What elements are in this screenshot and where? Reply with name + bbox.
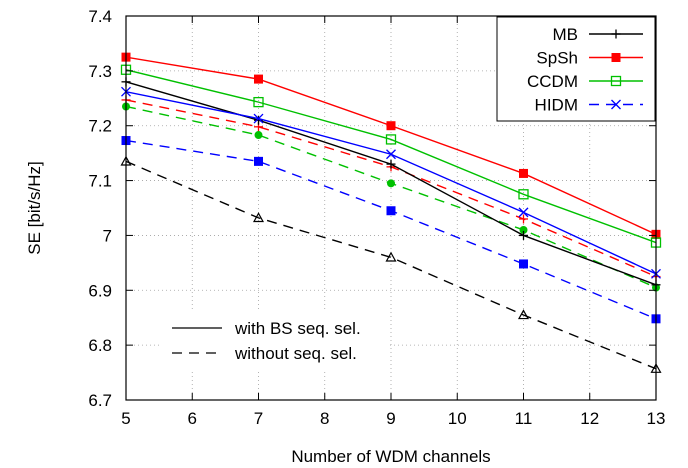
- filled-square-marker: [254, 74, 263, 84]
- plus-marker: [254, 115, 263, 125]
- filled-square-marker: [519, 259, 528, 269]
- legend-entries: MB SpSh CCDM HIDM: [527, 25, 643, 115]
- y-tick-label: 6.9: [88, 281, 112, 300]
- plus-marker: [386, 159, 396, 169]
- legend: MB SpSh CCDM HIDM: [496, 16, 656, 122]
- y-tick-label: 7: [103, 226, 112, 245]
- x-axis-label: Number of WDM channels: [291, 447, 490, 466]
- plus-marker: [611, 29, 621, 39]
- y-tick-label: 7.4: [88, 7, 112, 26]
- x-tick-label: 12: [580, 409, 599, 428]
- filled-circle-marker: [254, 131, 263, 140]
- legend-entry-spsh: SpSh: [536, 49, 643, 68]
- filled-square-marker: [254, 156, 263, 166]
- open-triangle-marker: [517, 309, 530, 320]
- legend-entry-hidm: HIDM: [535, 96, 643, 115]
- filled-square-marker: [386, 206, 396, 216]
- filled-circle-marker: [387, 179, 395, 188]
- plus-marker: [519, 230, 528, 240]
- x-marker: [386, 149, 396, 160]
- legend-entry-ccdm: CCDM: [527, 72, 643, 91]
- legend-label: MB: [553, 25, 579, 44]
- style-legend-dashed-label: without seq. sel.: [234, 344, 357, 363]
- open-triangle-marker: [252, 212, 265, 223]
- legend-entry-mb: MB: [553, 25, 643, 44]
- x-tick-label: 11: [515, 409, 533, 428]
- filled-square-marker: [386, 121, 396, 131]
- filled-square-marker: [519, 168, 528, 178]
- x-marker: [253, 113, 264, 124]
- open-square-marker: [385, 134, 397, 145]
- marker-stroke: [253, 113, 264, 124]
- x-tick-label: 9: [386, 409, 395, 428]
- plus-marker: [519, 214, 528, 224]
- series-line: [125, 69, 657, 244]
- filled-square-marker: [611, 53, 621, 62]
- tick-labels: 5 6 7 8 9 10 11 12 13 6.7 6.8 6.9 7 7.1 7.2 7.3 7.4: [88, 7, 665, 428]
- marker-stroke: [611, 99, 621, 110]
- x-tick-label: 10: [448, 409, 467, 428]
- series-baseline-6-dashed: [122, 102, 660, 292]
- open-square-marker: [518, 189, 529, 200]
- marker-stroke: [386, 149, 396, 160]
- y-tick-label: 7.2: [88, 117, 112, 136]
- y-axis-label: SE [bit/s/Hz]: [25, 161, 44, 255]
- y-tick-label: 7.3: [88, 62, 112, 81]
- x-marker: [518, 207, 529, 218]
- open-triangle-marker: [385, 251, 397, 262]
- x-marker: [611, 99, 621, 110]
- x-tick-label: 7: [254, 409, 263, 428]
- style-legend-background: [160, 312, 390, 370]
- style-legend-solid-label: with BS seq. sel.: [234, 319, 361, 338]
- x-tick-label: 13: [647, 409, 666, 428]
- y-tick-label: 6.8: [88, 336, 112, 355]
- filled-circle-marker: [519, 225, 528, 234]
- legend-label: CCDM: [527, 72, 578, 91]
- legend-label: HIDM: [535, 96, 578, 115]
- style-legend: with BS seq. sel. without seq. sel.: [160, 312, 390, 370]
- y-tick-label: 7.1: [88, 172, 112, 191]
- legend-label: SpSh: [536, 49, 578, 68]
- open-square-marker: [253, 96, 264, 108]
- x-tick-label: 5: [121, 409, 130, 428]
- x-tick-label: 8: [320, 409, 329, 428]
- series-hidm-solid: [121, 86, 661, 279]
- marker-stroke: [518, 207, 529, 218]
- y-tick-label: 6.7: [88, 391, 112, 410]
- open-square-marker: [610, 75, 622, 87]
- x-tick-label: 6: [188, 409, 197, 428]
